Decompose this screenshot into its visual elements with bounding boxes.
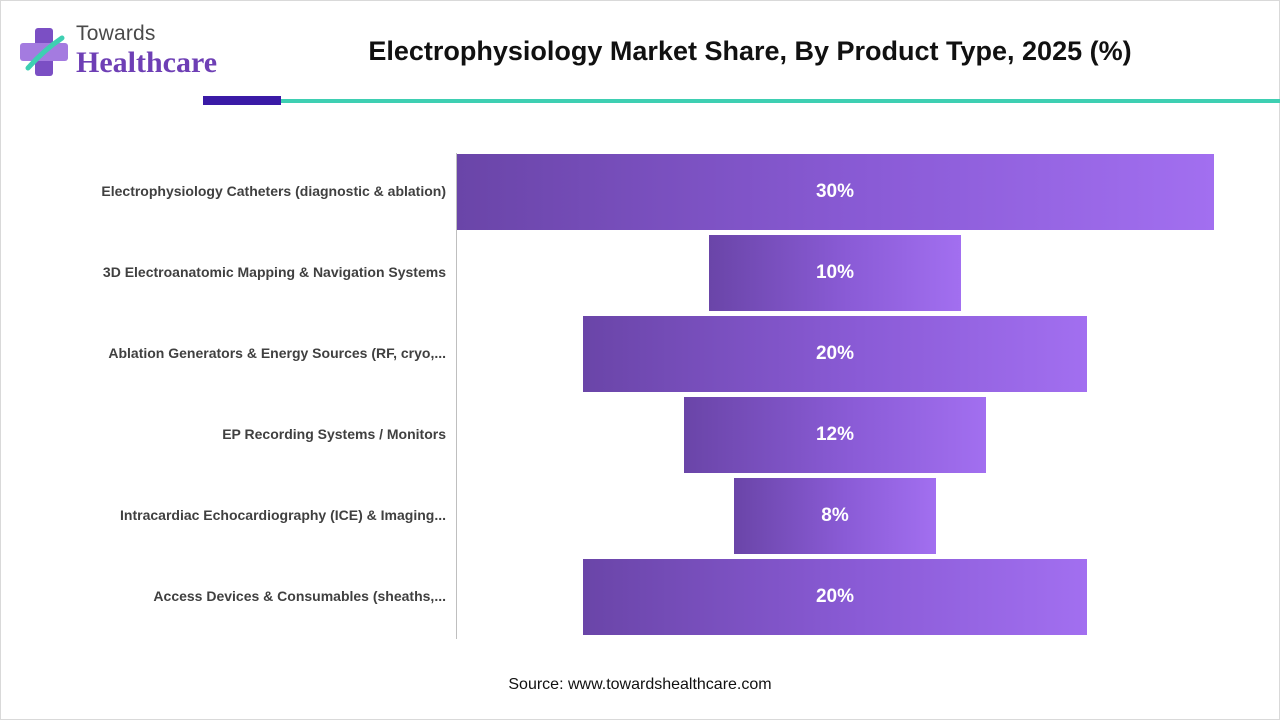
brand-line1: Towards — [76, 22, 156, 45]
data-label-6: 20% — [815, 586, 854, 607]
category-axis — [456, 153, 457, 639]
bar-1: 30% — [456, 154, 1214, 230]
title-underline-dark — [203, 96, 281, 105]
bar-5: 8% — [734, 478, 936, 554]
data-label-2: 10% — [815, 262, 854, 283]
bar-3: 20% — [582, 316, 1088, 392]
category-label-4: EP Recording Systems / Monitors — [222, 426, 446, 442]
data-label-4: 12% — [815, 424, 854, 445]
data-label-5: 8% — [821, 505, 849, 526]
category-label-1: Electrophysiology Catheters (diagnostic … — [101, 183, 446, 199]
medical-cross-icon — [20, 28, 68, 76]
bar-6: 20% — [582, 559, 1088, 635]
category-label-5: Intracardiac Echocardiography (ICE) & Im… — [120, 507, 446, 523]
chart-title: Electrophysiology Market Share, By Produ… — [368, 36, 1132, 66]
data-label-3: 20% — [815, 343, 854, 364]
brand-logo: Towards Healthcare — [18, 22, 258, 84]
source-note: Source: www.towardshealthcare.com — [508, 676, 772, 693]
title-underline-teal — [281, 99, 1280, 103]
category-label-6: Access Devices & Consumables (sheaths,..… — [153, 588, 446, 604]
bar-2: 10% — [708, 235, 962, 311]
category-label-2: 3D Electroanatomic Mapping & Navigation … — [102, 264, 446, 280]
brand-line2: Healthcare — [76, 46, 218, 79]
category-label-3: Ablation Generators & Energy Sources (RF… — [108, 345, 446, 361]
bar-4: 12% — [683, 397, 987, 473]
data-label-1: 30% — [815, 181, 855, 202]
